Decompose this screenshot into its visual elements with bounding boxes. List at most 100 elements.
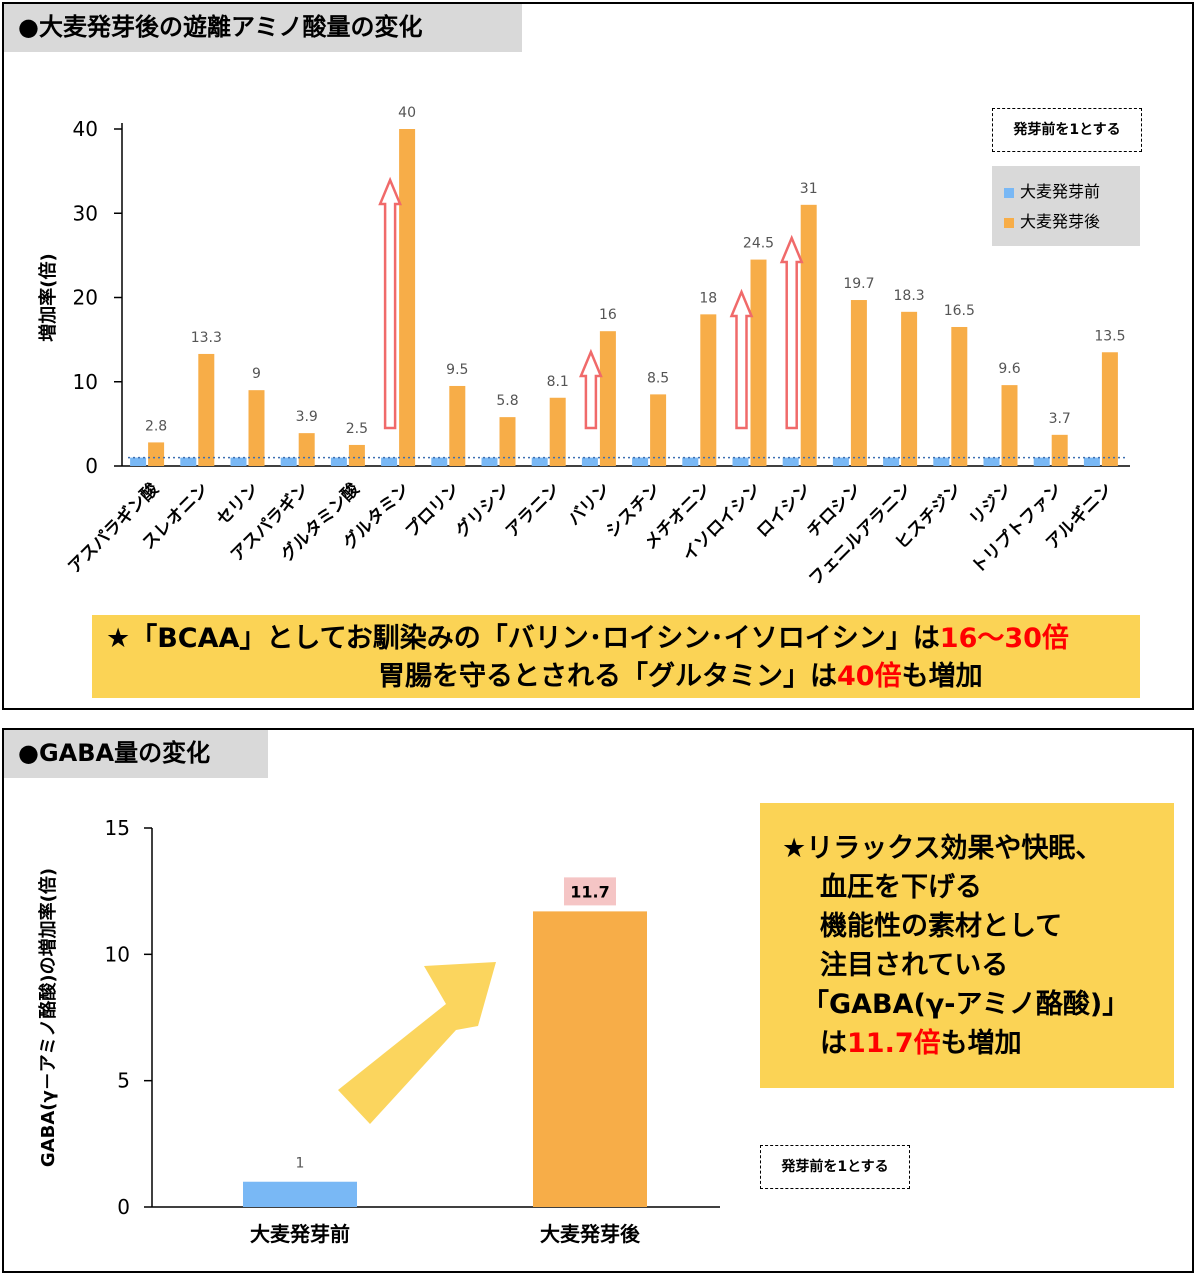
y-tick-label: 10 xyxy=(105,942,130,966)
callout-text: は xyxy=(820,1028,847,1059)
legend-label-before: 大麦発芽前 xyxy=(1020,182,1101,201)
data-label: 3.7 xyxy=(1049,411,1071,427)
data-label: 2.5 xyxy=(346,421,368,437)
bar-after xyxy=(198,353,215,466)
callout-text: も増加 xyxy=(940,1028,1022,1059)
bar-before xyxy=(1083,457,1100,466)
bar-before xyxy=(883,457,900,466)
bar-before xyxy=(531,457,548,466)
chart-legend: 大麦発芽前 大麦発芽後 xyxy=(992,166,1140,246)
bar-after xyxy=(348,444,365,466)
callout-line-1: ★「BCAA」としてお馴染みの「バリン･ロイシン･イソロイシン」は16～30倍 xyxy=(106,621,1069,657)
data-label: 1 xyxy=(296,1156,305,1172)
callout-line-2: 血圧を下げる xyxy=(820,872,982,903)
data-label: 16.5 xyxy=(944,303,975,319)
data-label: 31 xyxy=(800,181,818,197)
panel-title: ●大麦発芽後の遊離アミノ酸量の変化 xyxy=(4,4,522,52)
y-tick-label: 15 xyxy=(105,816,130,840)
bar-after xyxy=(650,394,667,466)
bar-after xyxy=(148,442,165,466)
callout-highlight: 16～30倍 xyxy=(939,623,1069,654)
bar-before xyxy=(832,457,849,466)
bar-before xyxy=(280,457,297,466)
y-tick-label: 40 xyxy=(73,117,98,141)
y-tick-label: 30 xyxy=(73,201,98,225)
legend-item-before: 大麦発芽前 xyxy=(1004,182,1100,202)
bar-after xyxy=(248,390,265,466)
data-label: 18.3 xyxy=(894,288,925,304)
data-label: 8.5 xyxy=(647,370,669,386)
data-label: 13.5 xyxy=(1094,328,1125,344)
callout-line-2: 胃腸を守るとされる「グルタミン」は40倍も増加 xyxy=(378,659,983,695)
up-arrow-icon xyxy=(378,176,402,430)
bar-after xyxy=(399,129,416,466)
callout-text: 胃腸を守るとされる「グルタミン」は xyxy=(378,661,837,692)
data-label: 8.1 xyxy=(547,374,569,390)
bar-after xyxy=(1101,352,1118,466)
callout-highlight: 11.7倍 xyxy=(847,1028,941,1059)
bar-after xyxy=(700,314,717,466)
bar-before xyxy=(782,457,799,466)
y-tick-label: 20 xyxy=(73,286,98,310)
bcaa-callout: ★「BCAA」としてお馴染みの「バリン･ロイシン･イソロイシン」は16～30倍 … xyxy=(92,615,1140,698)
data-label: 18 xyxy=(699,290,717,306)
callout-highlight: 40倍 xyxy=(837,661,902,692)
gaba-callout: ★リラックス効果や快眠、 血圧を下げる 機能性の素材として 注目されている 「G… xyxy=(760,803,1174,1088)
up-arrow-icon xyxy=(579,348,603,430)
y-axis-label: 増加率(倍) xyxy=(37,253,59,341)
bar-before xyxy=(632,457,649,466)
legend-label-after: 大麦発芽後 xyxy=(1020,212,1101,231)
legend-swatch-before xyxy=(1004,187,1014,198)
y-tick-label: 5 xyxy=(117,1069,130,1093)
y-tick-label: 0 xyxy=(117,1195,130,1219)
bar-after xyxy=(800,204,817,466)
y-tick-label: 10 xyxy=(73,370,98,394)
bar-before xyxy=(180,457,197,466)
bar-before xyxy=(431,457,448,466)
bar-after xyxy=(750,259,767,466)
bar-after xyxy=(499,417,516,466)
bar-before xyxy=(243,1181,357,1207)
bar-after xyxy=(1001,385,1018,466)
bar-after xyxy=(901,311,918,466)
trend-arrow-icon xyxy=(338,962,496,1124)
bar-after xyxy=(298,433,315,466)
data-label-highlight xyxy=(564,877,616,906)
bar-before xyxy=(481,457,498,466)
bar-before xyxy=(581,457,598,466)
panel-title: ●GABA量の変化 xyxy=(4,730,268,778)
baseline-note: 発芽前を1とする xyxy=(992,108,1142,152)
bar-before xyxy=(682,457,699,466)
bar-after xyxy=(599,331,616,466)
bar-after xyxy=(951,326,968,466)
callout-text: も増加 xyxy=(901,661,983,692)
callout-text: ★「BCAA」としてお馴染みの「バリン･ロイシン･イソロイシン」は xyxy=(106,623,940,654)
data-label: 9.6 xyxy=(998,361,1020,377)
bar-before xyxy=(330,457,347,466)
callout-line-6: は11.7倍も増加 xyxy=(820,1024,1022,1063)
data-label: 24.5 xyxy=(743,236,774,252)
callout-line-3: 機能性の素材として xyxy=(820,911,1063,942)
data-label: 13.3 xyxy=(191,330,222,346)
bar-after xyxy=(449,385,466,466)
up-arrow-icon xyxy=(779,234,804,430)
legend-swatch-after xyxy=(1004,217,1014,228)
bar-before xyxy=(1033,457,1050,466)
data-label: 19.7 xyxy=(843,276,874,292)
callout-line-1: ★リラックス効果や快眠、 xyxy=(782,833,1103,864)
data-label: 16 xyxy=(599,307,617,323)
bar-after xyxy=(533,911,647,1207)
legend-item-after: 大麦発芽後 xyxy=(1004,212,1100,232)
data-label: 5.8 xyxy=(496,393,518,409)
bar-before xyxy=(230,457,247,466)
bar-before xyxy=(983,457,1000,466)
bar-before xyxy=(732,457,749,466)
data-label: 9.5 xyxy=(446,362,468,378)
bar-before xyxy=(130,457,147,466)
y-tick-label: 0 xyxy=(85,454,98,478)
x-tick-label: 大麦発芽後 xyxy=(540,1222,641,1246)
data-label: 9 xyxy=(252,366,261,382)
bar-before xyxy=(381,457,398,466)
